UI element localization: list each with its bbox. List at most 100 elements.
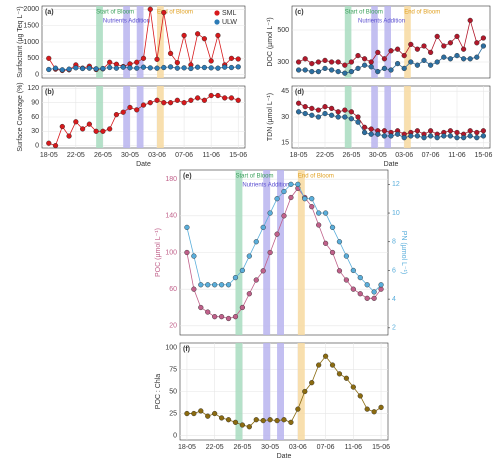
data-point — [428, 133, 434, 139]
data-point — [401, 65, 407, 72]
data-point — [350, 267, 356, 274]
data-point — [414, 46, 421, 52]
data-point — [161, 100, 167, 106]
event-band — [263, 343, 271, 440]
data-point — [215, 32, 221, 39]
data-point — [208, 65, 214, 71]
event-band — [277, 170, 284, 335]
data-point — [362, 129, 368, 136]
data-point — [414, 133, 421, 139]
x-tick-label: 03-06 — [148, 152, 166, 159]
data-point — [421, 43, 427, 49]
y-axis-title: POC (µmol L⁻¹) — [155, 228, 162, 277]
y2-axis-title: PN (µmol L⁻¹) — [400, 231, 407, 275]
x-tick-label: 22-05 — [206, 444, 224, 451]
data-point — [134, 107, 140, 113]
data-point — [120, 109, 126, 115]
y-tick-label: 100 — [165, 344, 177, 351]
x-axis-title: Date — [384, 161, 399, 168]
data-point — [434, 135, 440, 141]
data-point — [350, 286, 356, 292]
data-point — [201, 36, 208, 42]
data-point — [167, 50, 174, 57]
data-point — [421, 135, 427, 141]
panel-label: (d) — [295, 89, 304, 96]
legend-label: ULW — [222, 19, 237, 26]
data-point — [140, 102, 147, 108]
data-point — [364, 406, 370, 412]
data-point — [329, 249, 336, 256]
data-point — [147, 65, 153, 71]
x-tick-label: 11-06 — [448, 152, 465, 159]
data-point — [454, 129, 460, 136]
y-tick-label: 60 — [169, 286, 177, 293]
data-point — [315, 114, 322, 120]
y-tick-label: 2000 — [23, 6, 39, 13]
y2-tick-label: 12 — [392, 181, 400, 188]
data-point — [474, 54, 480, 60]
data-point — [368, 126, 374, 132]
data-point — [355, 65, 361, 72]
data-point — [309, 204, 315, 210]
data-point — [253, 417, 259, 423]
data-point — [336, 371, 343, 377]
event-band — [371, 6, 378, 78]
x-tick-label: 15-06 — [229, 152, 247, 159]
data-point — [302, 196, 308, 202]
data-point — [181, 100, 187, 106]
x-tick-label: 26-05 — [233, 444, 251, 451]
data-point — [401, 52, 407, 59]
data-point — [191, 286, 197, 292]
data-point — [316, 210, 322, 216]
event-band — [96, 86, 103, 148]
data-point — [134, 65, 140, 71]
data-point — [447, 56, 454, 62]
data-point — [274, 231, 280, 237]
data-point — [414, 62, 421, 68]
data-point — [335, 68, 341, 75]
data-point — [336, 268, 343, 274]
annotation: Start of Bloom — [96, 10, 134, 16]
data-point — [113, 65, 120, 71]
data-point — [454, 33, 460, 40]
x-axis-title: Date — [136, 161, 151, 168]
data-point — [441, 54, 447, 60]
y-tick-label: 0 — [35, 72, 39, 79]
data-point — [107, 126, 113, 132]
y-tick-label: 45 — [281, 88, 289, 95]
y-tick-label: 75 — [169, 366, 177, 373]
event-band — [344, 86, 352, 148]
data-point — [447, 133, 454, 139]
data-point — [368, 64, 374, 70]
data-point — [315, 59, 322, 65]
y-tick-label: 1500 — [23, 22, 39, 29]
y-tick-label: 300 — [277, 59, 289, 66]
data-point — [371, 409, 377, 415]
event-band — [384, 6, 391, 78]
data-point — [323, 353, 329, 359]
data-point — [100, 128, 106, 134]
annotation: Nutrients Addition — [103, 19, 150, 25]
y-tick-label: 30 — [31, 128, 39, 135]
data-point — [212, 282, 218, 288]
data-point — [302, 388, 308, 395]
data-point — [93, 66, 99, 72]
data-point — [52, 143, 59, 149]
data-point — [219, 282, 225, 288]
data-point — [378, 282, 384, 288]
y-tick-label: 500 — [27, 55, 39, 62]
data-point — [161, 64, 167, 71]
data-point — [219, 314, 225, 320]
x-tick-label: 22-05 — [67, 152, 85, 159]
data-point — [343, 253, 350, 259]
data-point — [239, 422, 246, 428]
data-point — [208, 92, 214, 99]
data-point — [107, 59, 113, 65]
event-band — [157, 6, 164, 78]
y-tick-label: 1000 — [23, 39, 39, 46]
data-point — [79, 126, 86, 132]
data-point — [174, 65, 180, 71]
data-point — [198, 282, 204, 288]
x-tick-label: 07-06 — [422, 152, 440, 159]
data-point — [309, 60, 315, 67]
